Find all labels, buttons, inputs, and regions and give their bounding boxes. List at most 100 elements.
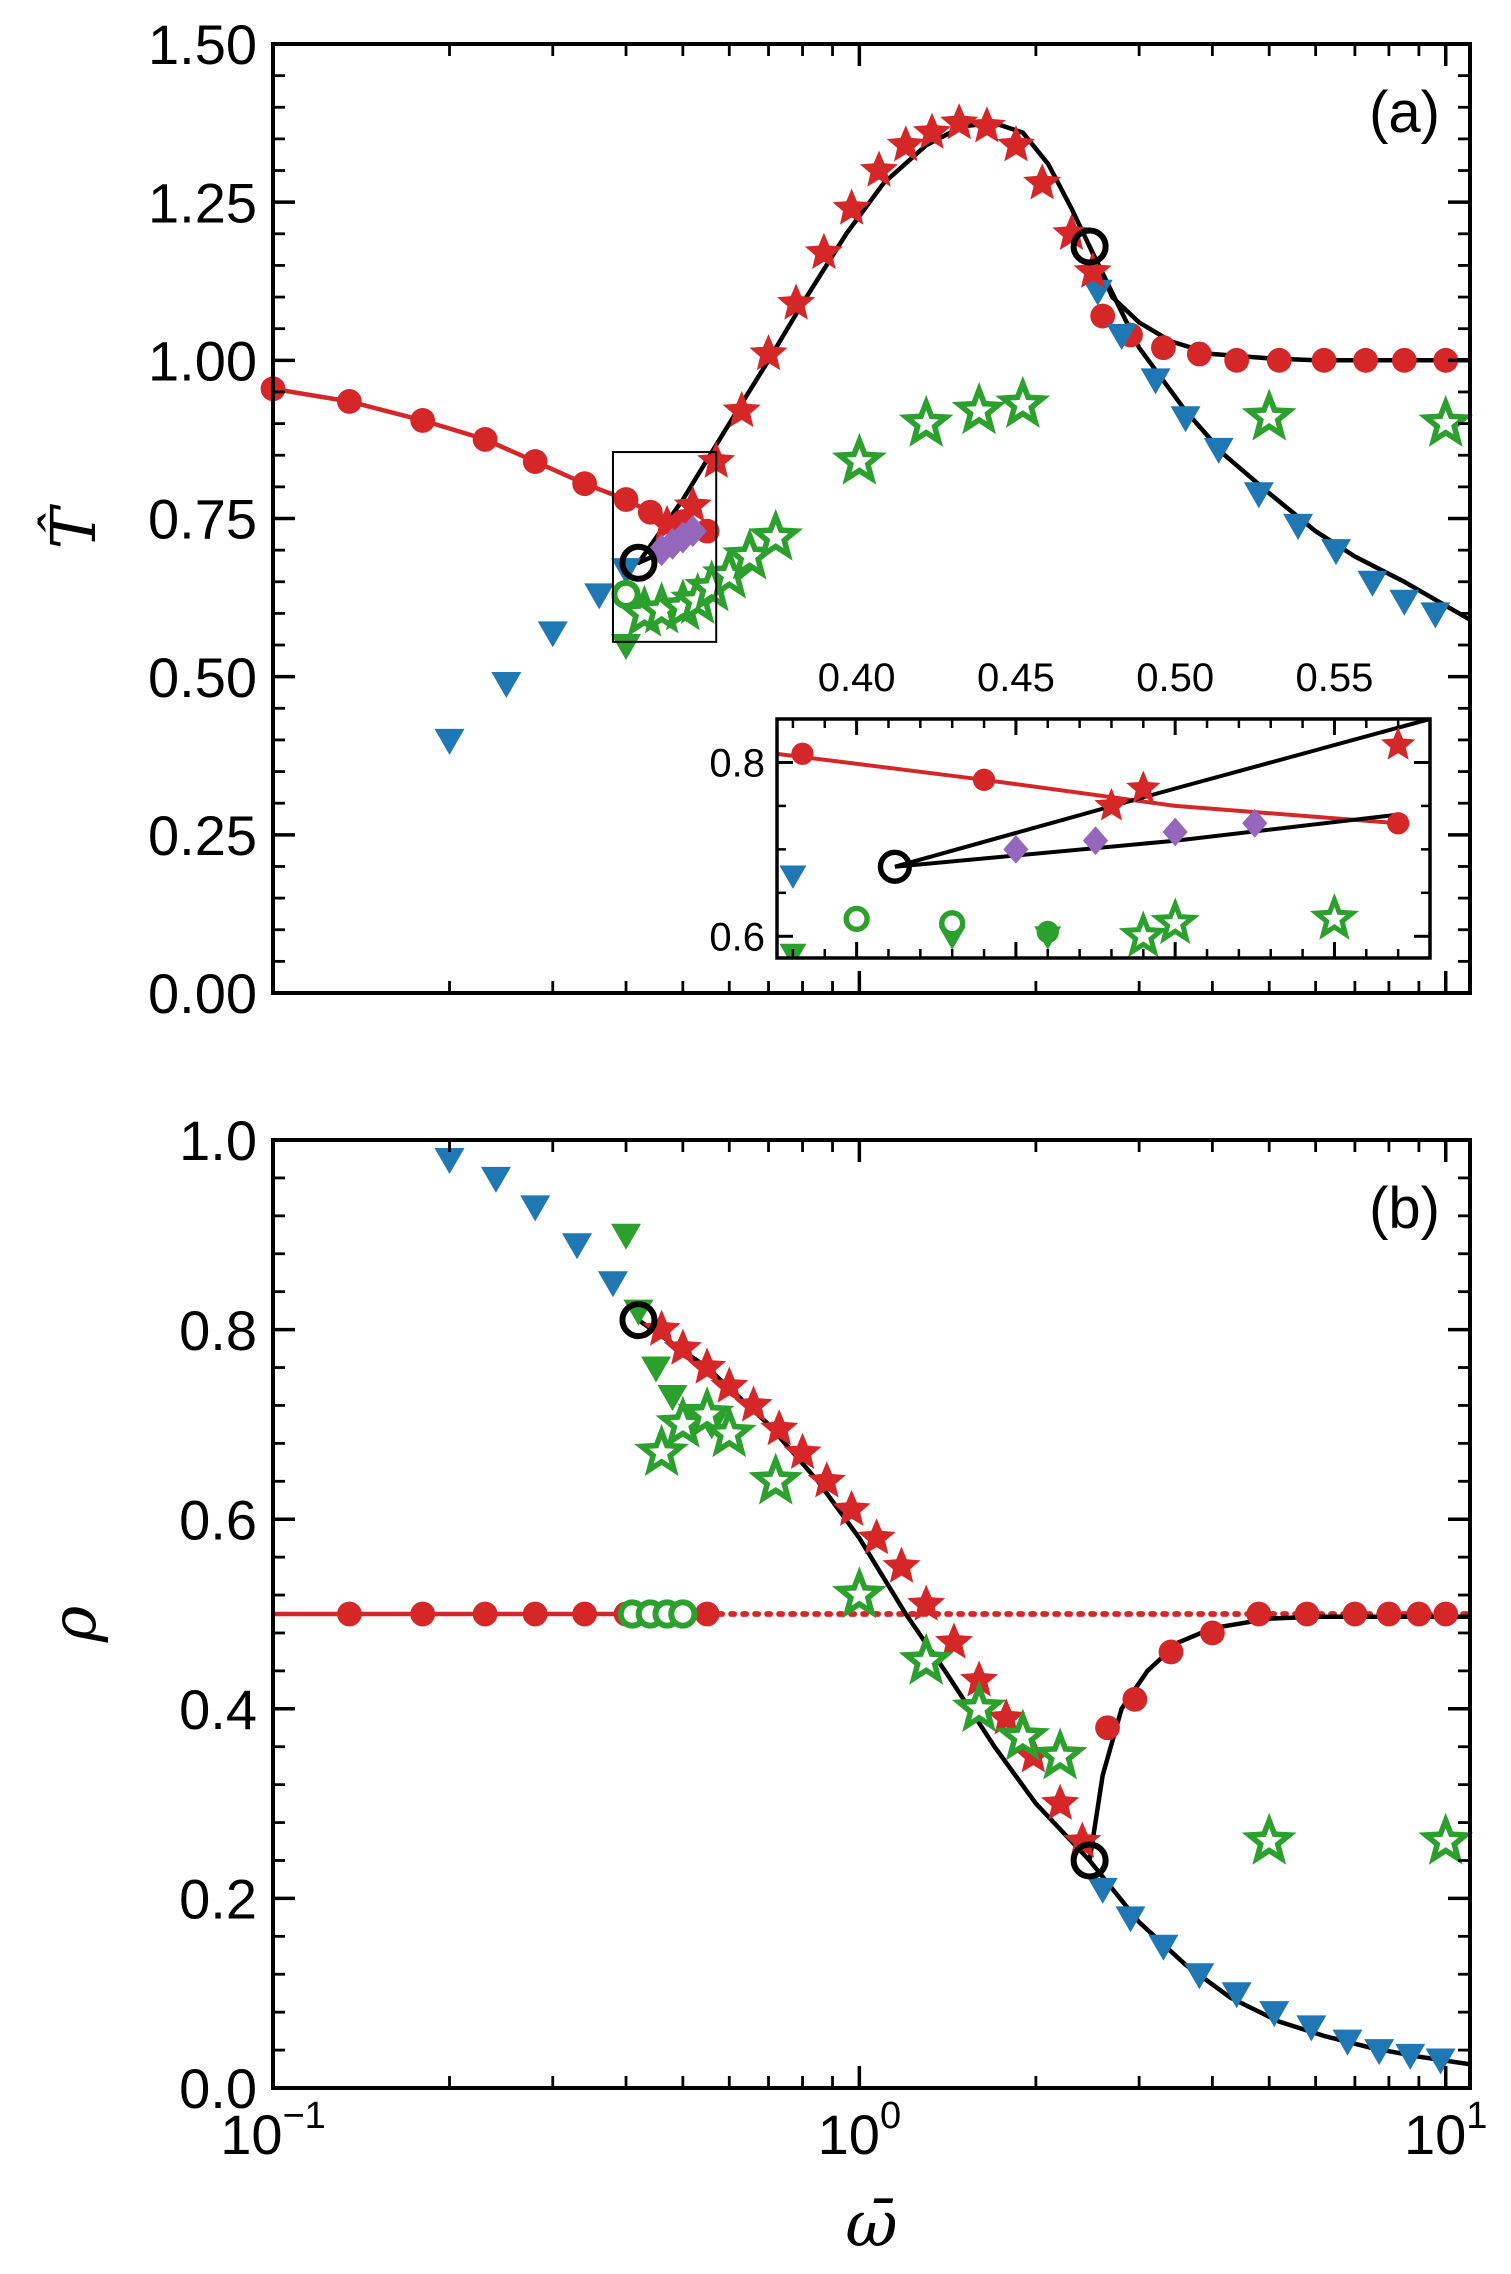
inset-y-tick-label: 0.8 [709,741,765,785]
blue-triangles-point [1395,2043,1426,2070]
x-tick-label: 101 [1404,2095,1487,2166]
y-tick-label: 0.0 [179,2057,257,2120]
blue-triangles-point [1389,589,1420,616]
blue-triangles-point [1243,482,1274,509]
inset-critical-point-point [877,849,912,884]
markers [260,103,1474,755]
inset-red-line [777,751,1399,826]
red-stars-point [749,334,788,371]
green-stars-open-point [634,1423,690,1477]
red-circles-flat-point [572,1601,598,1627]
inset-x-tick-label: 0.55 [1296,656,1374,700]
green-triangles-point [641,1356,672,1383]
red-stars-point [777,283,816,320]
green-stars-open-point [1032,1727,1088,1780]
red-circles-high-point [1353,347,1378,373]
red-circles-flat-point [410,1601,436,1627]
red-stars-point [1052,213,1091,250]
blue-triangles-point [434,1147,465,1174]
blue-triangles-point [537,621,568,648]
red-circles-flat-point [472,1601,498,1627]
green-stars-open-point [951,382,1007,435]
green-triangles-point [657,1384,688,1411]
blue-triangles-point [491,671,522,698]
panel-label: (b) [1369,1176,1440,1241]
inset-red-stars-point [1094,787,1129,821]
green-stars-open-point [951,1679,1007,1733]
inset-purple-diamonds-point [1003,834,1029,864]
red-circles-high-point [1311,347,1337,373]
inset-green-circle-open-point [939,910,966,937]
x-tick-label: 10−1 [220,2095,326,2166]
red-circles-high-point [1224,347,1250,373]
green-circles-open-point [668,1599,698,1629]
critical-points-point [619,1301,658,1340]
x-axis-label: ω̄ [845,2188,897,2262]
red-stars-point [859,150,898,187]
blue-triangles-point [480,1166,511,1193]
blue-triangles-point [520,1195,551,1222]
red-stars-point [673,485,712,522]
green-stars-open-point [898,394,954,447]
inset-red-stars-point [1126,770,1161,804]
green-triangle-point [611,634,642,661]
blue-triangles-point [1082,279,1113,306]
blue-triangles-point [1420,602,1451,629]
blue-triangles-point [1357,570,1388,597]
red-stars-point [807,1461,846,1498]
blue-triangles-point [1332,2029,1363,2056]
red-circles-line-point [472,427,498,452]
red-circles-line-point [410,408,436,433]
blue-triangles-point [1106,324,1137,351]
red-stars-point [997,125,1035,162]
red-circles-high-point [1090,303,1116,329]
red-circles-high-point [1342,1601,1368,1627]
red-circles-high-point [1186,341,1212,367]
red-circles-line-point [613,487,639,512]
red-circles-high-point [1266,347,1292,373]
blue-triangles-point [584,583,615,610]
green-stars-open-point [831,1566,887,1619]
red-stars-point [882,1546,921,1583]
red-circles-high-point [1433,1601,1459,1627]
y-tick-label: 0.2 [179,1868,257,1931]
blue-triangles-point [1148,1934,1179,1961]
red-stars-point [935,1622,973,1659]
black-fit-curves-0 [636,120,1092,566]
inset-red-circles-point [972,768,996,791]
ticks [271,1138,1470,2090]
red-circles-flat-point [694,1601,720,1627]
inset-green-stars-point [1150,897,1200,945]
critical-points-point [1070,227,1109,266]
blue-triangles-point [1425,2048,1456,2075]
inset-black-line-upper [894,719,1430,869]
green-stars-open-point [748,1452,804,1505]
red-circles-line-point [337,389,362,414]
y-tick-label: 1.50 [148,13,257,76]
purple-diamonds-point [678,515,707,548]
red-stars-point [1023,163,1062,200]
green-stars-open-point [748,508,804,561]
red-stars-point [688,1347,727,1384]
black-fit-curves-2 [1087,1858,1470,2067]
green-stars-open-point [701,1405,757,1458]
inset-purple-diamonds-point [1162,817,1188,847]
red-circles-high-point [1151,335,1176,361]
red-stars-point [710,1366,749,1403]
axes-frame [271,1138,1472,2090]
green-stars-open-point [679,1386,735,1439]
red-stars-point [940,103,979,140]
red-stars-point [734,1385,773,1422]
inset-blue-triangle-point [779,865,807,889]
red-stars-point [663,1328,702,1365]
red-stars-point [907,1584,946,1621]
green-stars-open-point [898,1632,954,1685]
red-circles-high-point [1158,1639,1184,1665]
inset-red-circles-point [1386,812,1410,835]
green-stars-open-point [1418,394,1474,447]
inset-red-stars-point [1381,727,1416,760]
inset-x-tick-label: 0.50 [1136,656,1214,700]
red-stars-point [832,1489,871,1526]
y-axis-label: ρ [37,1606,110,1643]
y-tick-label: 0.00 [148,962,257,1025]
